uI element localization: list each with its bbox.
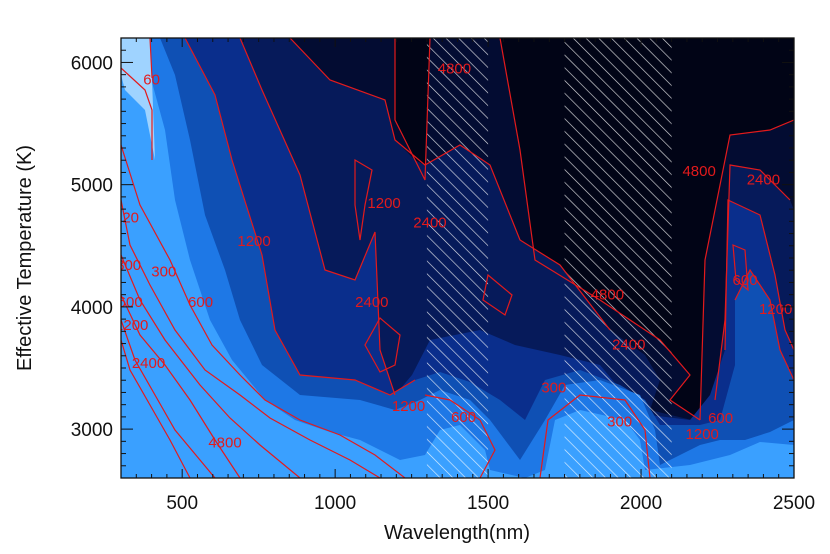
- contour-line-inner-1200: [289, 38, 611, 331]
- contour-label: 2400: [132, 355, 165, 372]
- contour-line-right-5: [732, 244, 749, 292]
- contour-line-island-2: [482, 273, 513, 316]
- band-level-1: [121, 38, 794, 478]
- contour-line-120: [121, 144, 406, 478]
- contour-line-right-3: [724, 199, 794, 351]
- contour-labels: 6012030060012002400480030060012001200240…: [114, 60, 792, 451]
- contour-line-right-1: [699, 119, 794, 421]
- contour-label: 300: [116, 257, 141, 274]
- contour-line-300: [121, 199, 381, 478]
- contour-line-4800-mid: [499, 38, 701, 421]
- contour-line-inner-600: [239, 38, 396, 396]
- contour-line-lower-2: [539, 394, 651, 478]
- x-tick-label: 2000: [620, 493, 662, 514]
- contour-label: 1200: [392, 398, 425, 415]
- x-tick-label: 1500: [467, 493, 509, 514]
- contour-label: 4800: [208, 434, 241, 451]
- contour-label: 2400: [747, 172, 780, 189]
- contour-line-4800: [121, 339, 191, 478]
- y-axis: 3000 4000 5000 6000: [71, 37, 794, 479]
- y-tick-label: 3000: [71, 420, 113, 441]
- x-axis-title: Wavelength(nm): [384, 522, 530, 544]
- y-tick-label: 5000: [71, 176, 113, 197]
- contour-label: 2400: [413, 214, 446, 231]
- y-axis-title: Effective Temperature (K): [14, 145, 36, 371]
- y-tick-label: 4000: [71, 298, 113, 319]
- contour-line-2400: [121, 319, 216, 478]
- contour-line-60: [121, 38, 153, 160]
- contour-label: 2400: [355, 294, 388, 311]
- plot-area: 6012030060012002400480030060012001200240…: [114, 38, 794, 478]
- contour-label: 4800: [682, 163, 715, 180]
- band-level-3: [121, 38, 794, 478]
- contour-line-1200: [121, 294, 241, 478]
- contour-line-2400-mid: [394, 38, 431, 181]
- x-tick-label: 2500: [773, 493, 815, 514]
- contour-line-right-4: [734, 268, 794, 381]
- x-tick-label: 500: [166, 493, 198, 514]
- band-level-0: [121, 38, 155, 160]
- contour-label: 1200: [759, 301, 792, 318]
- contour-line-600: [121, 254, 301, 478]
- contour-label: 300: [541, 379, 566, 396]
- contour-line-inner-300: [184, 38, 416, 396]
- hatched-region-2: [564, 38, 672, 478]
- contour-label: 600: [451, 409, 476, 426]
- y-tick-label: 6000: [71, 53, 113, 74]
- contour-label: 600: [188, 294, 213, 311]
- contour-label: 600: [708, 410, 733, 427]
- contour-label: 300: [607, 414, 632, 431]
- contour-label: 120: [114, 210, 139, 227]
- contour-label: 1200: [115, 317, 148, 334]
- contour-lines: [121, 38, 794, 478]
- x-tick-label: 1000: [314, 493, 356, 514]
- contour-line-spike: [354, 158, 373, 241]
- contour-line-island: [364, 317, 401, 373]
- contour-label: 60: [143, 71, 160, 88]
- contour-label: 300: [151, 263, 176, 280]
- contour-line-right-2: [714, 164, 791, 401]
- contour-line-lower-1: [424, 394, 496, 478]
- contour-label: 1200: [367, 195, 400, 212]
- contour-label: 1200: [237, 233, 270, 250]
- contour-label: 600: [733, 272, 758, 289]
- contour-label: 1200: [686, 426, 719, 443]
- contour-label: 4800: [438, 60, 471, 77]
- contour-label: 2400: [612, 337, 645, 354]
- x-axis: 500 1000 1500 2000 2500: [120, 38, 815, 514]
- contour-label: 4800: [591, 287, 624, 304]
